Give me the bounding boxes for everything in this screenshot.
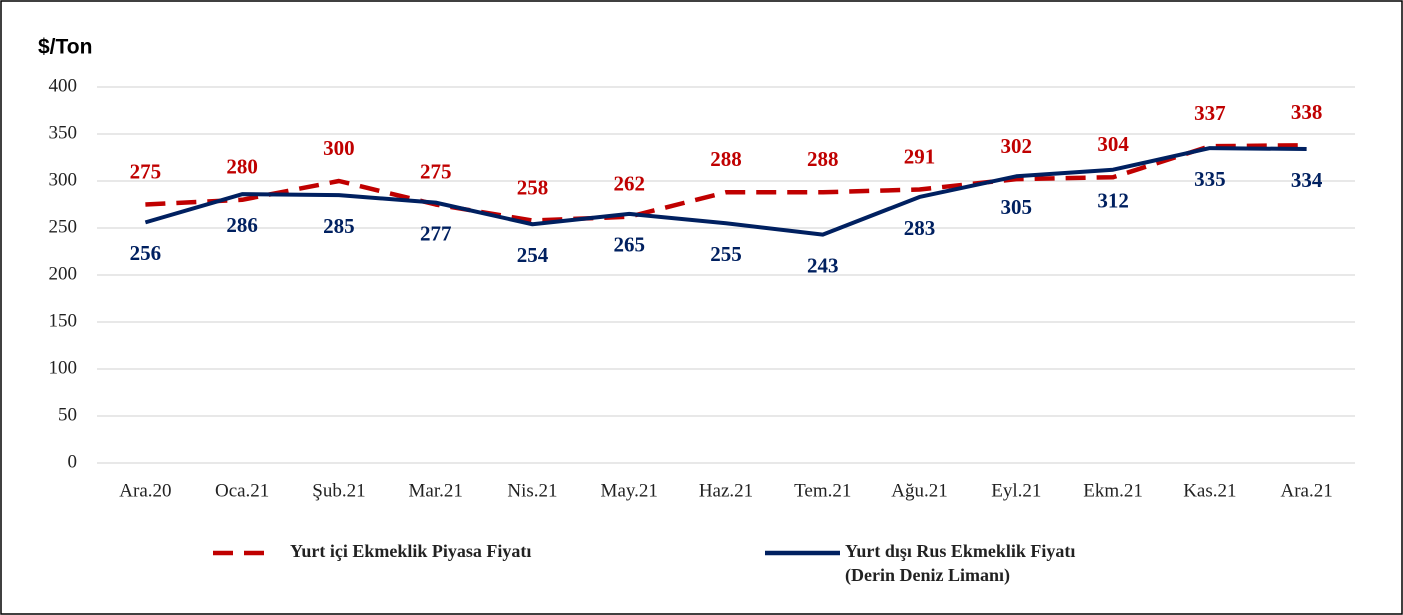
x-tick-label: Mar.21 xyxy=(409,480,463,501)
data-label: 304 xyxy=(1097,132,1129,156)
x-tick-label: Ekm.21 xyxy=(1083,480,1143,501)
data-label: 258 xyxy=(517,175,549,199)
data-label: 285 xyxy=(323,214,355,238)
data-label: 283 xyxy=(904,216,936,240)
legend-label-line: Yurt içi Ekmeklik Piyasa Fiyatı xyxy=(290,541,531,561)
y-tick-label: 400 xyxy=(49,75,78,96)
data-label: 255 xyxy=(710,242,742,266)
data-label: 286 xyxy=(226,213,258,237)
data-label: 337 xyxy=(1194,101,1226,125)
legend-label-line: Yurt dışı Rus Ekmeklik Fiyatı xyxy=(845,541,1075,561)
y-tick-label: 350 xyxy=(49,122,78,143)
y-tick-label: 250 xyxy=(49,216,78,237)
y-tick-label: 50 xyxy=(58,404,77,425)
x-tick-label: Haz.21 xyxy=(699,480,753,501)
data-label: 312 xyxy=(1097,189,1129,213)
data-label: 305 xyxy=(1001,195,1033,219)
y-tick-label: 300 xyxy=(49,169,78,190)
x-tick-label: Oca.21 xyxy=(215,480,269,501)
legend-label: Yurt dışı Rus Ekmeklik Fiyatı (Derin Deni… xyxy=(845,541,1075,586)
data-label: 256 xyxy=(130,241,162,265)
x-tick-label: Nis.21 xyxy=(507,480,557,501)
data-label: 291 xyxy=(904,144,936,168)
data-label: 288 xyxy=(807,147,839,171)
data-label: 262 xyxy=(613,172,645,196)
data-label: 288 xyxy=(710,147,742,171)
data-label: 302 xyxy=(1001,134,1033,158)
y-tick-label: 100 xyxy=(49,357,78,378)
line-series xyxy=(145,143,1307,223)
line-series xyxy=(144,146,1307,237)
x-tick-label: Eyl.21 xyxy=(991,480,1041,501)
data-label: 254 xyxy=(517,243,549,267)
x-tick-label: Tem.21 xyxy=(794,480,851,501)
x-tick-label: Ara.21 xyxy=(1280,480,1332,501)
legend-label-line: (Derin Deniz Limanı) xyxy=(845,565,1010,586)
y-axis-label: $/Ton xyxy=(38,36,92,59)
x-tick-label: Ağu.21 xyxy=(891,480,947,501)
data-label: 334 xyxy=(1291,168,1323,192)
data-label: 280 xyxy=(226,155,258,179)
x-tick-label: May.21 xyxy=(601,480,658,501)
data-label: 338 xyxy=(1291,100,1323,124)
data-label: 335 xyxy=(1194,167,1226,191)
data-label: 275 xyxy=(130,159,162,183)
data-label: 275 xyxy=(420,159,452,183)
x-tick-label: Ara.20 xyxy=(119,480,171,501)
legend-label: Yurt içi Ekmeklik Piyasa Fiyatı xyxy=(290,541,531,561)
y-tick-label: 200 xyxy=(49,263,78,284)
data-label: 277 xyxy=(420,221,452,245)
y-tick-label: 150 xyxy=(49,310,78,331)
y-tick-label: 0 xyxy=(68,451,78,472)
data-label: 265 xyxy=(613,233,645,257)
data-label: 243 xyxy=(807,253,839,277)
data-label: 300 xyxy=(323,136,355,160)
x-tick-label: Şub.21 xyxy=(312,480,365,501)
x-tick-label: Kas.21 xyxy=(1183,480,1236,501)
